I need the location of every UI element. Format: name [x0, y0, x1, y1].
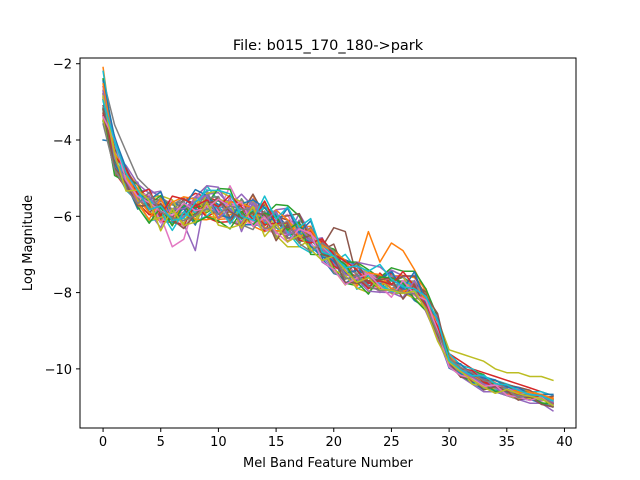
y-tick-label: −4 — [53, 134, 72, 149]
x-tick-label: 30 — [441, 435, 458, 450]
x-axis-label: Mel Band Feature Number — [243, 456, 414, 471]
series-line — [102, 115, 554, 406]
x-tick-label: 20 — [325, 435, 342, 450]
x-tick-label: 35 — [499, 435, 516, 450]
chart-title: File: b015_170_180->park — [233, 38, 424, 54]
x-tick-label: 0 — [99, 435, 107, 450]
series-layer — [102, 66, 554, 412]
series-line — [102, 95, 554, 407]
y-tick-label: −8 — [53, 287, 72, 302]
y-axis-label: Log Magnitude — [21, 195, 36, 291]
x-tick-label: 25 — [383, 435, 400, 450]
axis-ticks: 0 5 10 15 20 25 30 35 40 −10 −8 −6 −4 −2 — [45, 58, 573, 450]
series-line — [102, 100, 554, 402]
x-tick-label: 5 — [157, 435, 165, 450]
y-tick-label: −2 — [53, 58, 72, 73]
y-tick-label: −10 — [45, 363, 72, 378]
x-tick-label: 15 — [268, 435, 285, 450]
x-tick-label: 40 — [556, 435, 573, 450]
x-tick-label: 10 — [210, 435, 227, 450]
y-tick-label: −6 — [53, 210, 72, 225]
plot-frame — [79, 57, 577, 429]
